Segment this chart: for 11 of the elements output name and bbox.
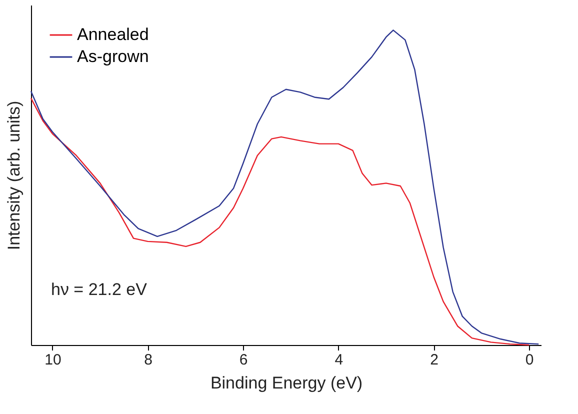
annotation: hν = 21.2 eV — [51, 280, 148, 299]
x-tick-label: 6 — [239, 352, 248, 368]
x-tick-label: 4 — [334, 352, 344, 368]
x-axis-title: Binding Energy (eV) — [210, 374, 363, 392]
x-tick-label: 2 — [430, 352, 438, 368]
legend-label: Annealed — [77, 25, 149, 44]
x-tick-label: 10 — [44, 352, 62, 368]
legend-label: As-grown — [77, 47, 149, 66]
x-tick-label: 8 — [144, 352, 152, 368]
x-tick-label: 0 — [525, 352, 534, 368]
y-axis-title: Intensity (arb. units) — [4, 100, 24, 250]
